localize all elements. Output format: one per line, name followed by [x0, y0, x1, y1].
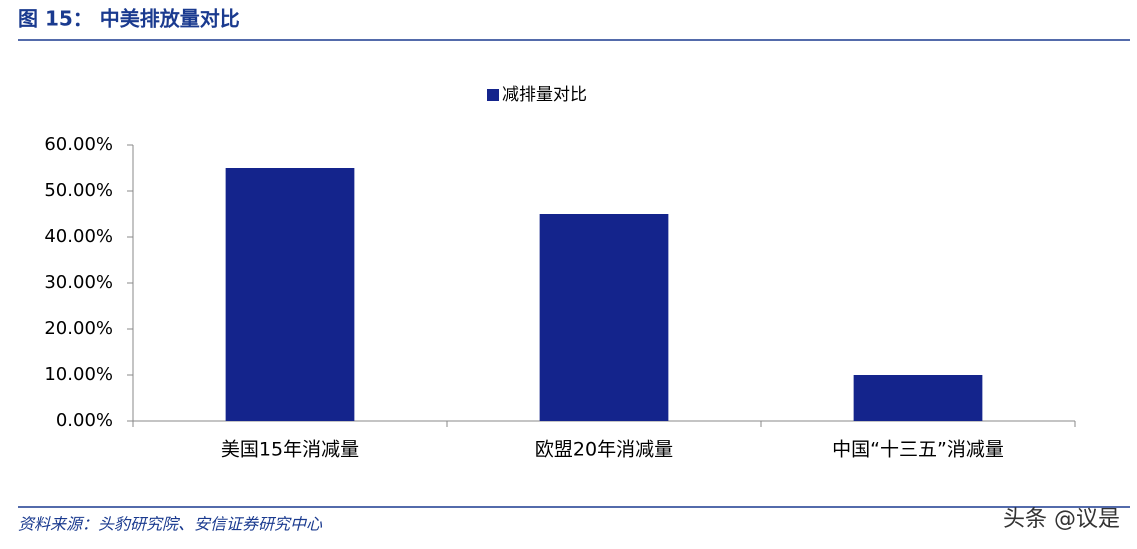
bar [225, 168, 355, 421]
source-note: 资料来源：头豹研究院、安信证券研究中心 [18, 515, 323, 534]
y-tick-label: 60.00% [44, 134, 113, 155]
x-tick-label: 美国15年消减量 [221, 439, 359, 461]
legend-swatch [487, 89, 499, 101]
watermark: 头条 @议是 [1003, 507, 1120, 532]
y-tick-label: 40.00% [44, 226, 113, 247]
x-tick-label: 中国“十三五”消减量 [832, 439, 1004, 461]
figure-title: 图 15： 中美排放量对比 [18, 7, 240, 31]
y-tick-label: 30.00% [44, 272, 113, 293]
y-tick-label: 0.00% [56, 410, 113, 431]
y-tick-label: 20.00% [44, 318, 113, 339]
y-tick-label: 10.00% [44, 364, 113, 385]
bar [539, 214, 669, 421]
bar [853, 375, 983, 421]
x-tick-label: 欧盟20年消减量 [535, 439, 673, 461]
legend-label: 减排量对比 [502, 85, 587, 105]
y-tick-label: 50.00% [44, 180, 113, 201]
